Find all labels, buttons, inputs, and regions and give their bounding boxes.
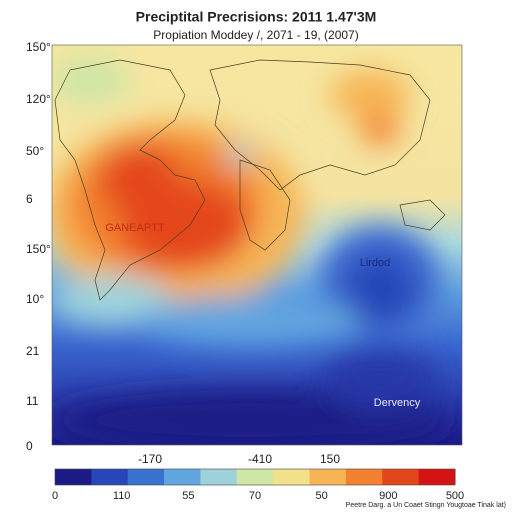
- subtitle: Propiation Moddey /, 2071 - 19, (2007): [153, 28, 358, 42]
- x-label: 150: [320, 452, 340, 466]
- coastlines: [54, 59, 446, 301]
- colorbar-label: 0: [52, 490, 58, 502]
- colorbar-label: 55: [182, 490, 194, 502]
- y-label: 50°: [26, 144, 44, 158]
- x-label: -170: [138, 452, 162, 466]
- y-label: 6: [26, 192, 33, 206]
- y-label: 11: [26, 394, 39, 408]
- y-label: 150°: [26, 40, 51, 54]
- map-label: GANEAPTT: [105, 222, 165, 234]
- map-label: Dervency: [374, 397, 421, 409]
- colorbar-swatch: [55, 469, 92, 485]
- colorbar-label: 500: [446, 490, 464, 502]
- footnote: Peetre Darg. a Un Coaet Stingn Yougtoae …: [346, 502, 506, 509]
- map-frame: [51, 44, 463, 446]
- colorbar-label: 900: [379, 490, 397, 502]
- precip-field: [52, 55, 450, 445]
- colorbar-swatch: [236, 469, 274, 485]
- colorbar-label: 50: [316, 490, 328, 502]
- y-label: 21: [26, 344, 40, 358]
- colorbar-swatch: [418, 469, 456, 485]
- colorbar-swatch: [127, 469, 165, 485]
- colorbar-label: 110: [113, 490, 131, 502]
- map-label: Lirdod: [360, 257, 391, 269]
- title: Preciptital Precrisions: 2011 1.47'3M: [136, 9, 377, 25]
- colorbar-frame: [54, 468, 456, 486]
- x-label: -410: [248, 452, 272, 466]
- y-label: 0: [26, 439, 33, 453]
- colorbar-swatch: [164, 469, 201, 485]
- colorbar-swatch: [309, 469, 347, 485]
- colorbar-swatch: [91, 469, 129, 485]
- colorbar-swatch: [345, 469, 383, 485]
- y-label: 150°: [26, 242, 51, 256]
- y-label: 10°: [26, 292, 44, 306]
- y-label: 120°: [26, 92, 51, 106]
- colorbar-swatch: [273, 469, 311, 485]
- colorbar-swatch: [382, 469, 420, 485]
- colorbar-swatch: [200, 469, 238, 485]
- colorbar-label: 70: [249, 490, 261, 502]
- map: [52, 45, 462, 445]
